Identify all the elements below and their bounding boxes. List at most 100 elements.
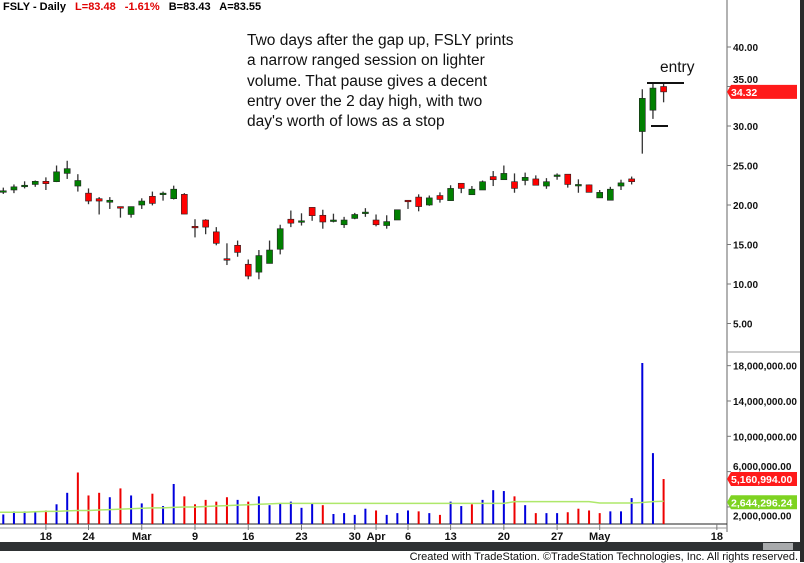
candle bbox=[255, 250, 263, 280]
candle bbox=[511, 173, 518, 193]
copyright-footer: Created with TradeStation. ©TradeStation… bbox=[409, 551, 798, 563]
candle bbox=[159, 191, 167, 201]
candle-body bbox=[223, 258, 231, 261]
candle-body bbox=[74, 180, 82, 187]
candle-body bbox=[63, 168, 71, 174]
candle bbox=[351, 212, 359, 220]
candle bbox=[21, 181, 28, 189]
candle bbox=[553, 173, 561, 180]
candle-body bbox=[191, 226, 199, 229]
candle-body bbox=[596, 192, 604, 199]
volume-tick-label: 2,000,000.00 bbox=[733, 511, 792, 522]
candle-body bbox=[53, 171, 60, 182]
volume-tick-label: 6,000,000.00 bbox=[733, 462, 792, 473]
last-price-badge: 34.32 bbox=[727, 84, 797, 99]
candle bbox=[308, 207, 316, 221]
annotation-text: Two days after the gap up, FSLY prints a… bbox=[247, 32, 514, 131]
candle-body bbox=[330, 219, 337, 222]
candle-body bbox=[127, 206, 135, 215]
last-volume-badge-background bbox=[727, 472, 797, 487]
date-tick-label: 13 bbox=[444, 531, 456, 543]
candle-body bbox=[457, 182, 465, 189]
date-tick-label: May bbox=[589, 531, 611, 543]
candle-body bbox=[85, 192, 92, 202]
candle bbox=[607, 186, 614, 201]
candle-body bbox=[95, 198, 103, 202]
candle-body bbox=[436, 195, 444, 200]
scrollbar-thumb[interactable] bbox=[763, 543, 793, 550]
candle bbox=[638, 89, 646, 154]
candle-body bbox=[159, 192, 167, 195]
candle-body bbox=[42, 181, 50, 184]
candle bbox=[617, 179, 625, 190]
candle-body bbox=[181, 194, 188, 215]
last-price-badge-text: 34.32 bbox=[731, 87, 757, 99]
candle bbox=[532, 175, 540, 186]
candle bbox=[340, 216, 348, 228]
date-tick-label: 6 bbox=[405, 531, 411, 543]
candle-body bbox=[607, 188, 614, 201]
chart-header: FSLY - Daily L=83.48 -1.61% B=83.43 A=83… bbox=[3, 1, 267, 13]
candle bbox=[394, 209, 401, 221]
horizontal-scrollbar[interactable] bbox=[0, 542, 800, 551]
candle bbox=[415, 194, 422, 212]
candle bbox=[149, 191, 156, 206]
candle-body bbox=[543, 181, 550, 187]
candle bbox=[106, 197, 114, 209]
candle-body bbox=[468, 188, 476, 196]
candle bbox=[74, 174, 82, 192]
candle bbox=[244, 259, 252, 280]
candle-body bbox=[255, 255, 263, 273]
candle bbox=[596, 189, 604, 199]
candle-body bbox=[0, 190, 7, 193]
candle-body bbox=[660, 86, 667, 93]
candle bbox=[42, 177, 50, 190]
price-tick-label: 20.00 bbox=[733, 201, 758, 212]
candle bbox=[404, 199, 412, 209]
candle bbox=[213, 227, 220, 246]
date-tick-label: 16 bbox=[242, 531, 254, 543]
date-tick-label: 18 bbox=[40, 531, 52, 543]
candle-body bbox=[553, 174, 561, 177]
candle bbox=[117, 206, 124, 218]
candle bbox=[479, 180, 486, 191]
candle-body bbox=[31, 181, 39, 185]
candle-body bbox=[244, 263, 252, 277]
ask-price: A=83.55 bbox=[219, 1, 262, 13]
price-tick-label: 30.00 bbox=[733, 122, 758, 133]
candle bbox=[330, 213, 337, 223]
volume-tick-label: 18,000,000.00 bbox=[733, 362, 797, 373]
candle-body bbox=[532, 178, 540, 186]
candle bbox=[170, 185, 177, 200]
average-volume-badge: 2,644,296.24 bbox=[727, 495, 797, 510]
percent-change: -1.61% bbox=[124, 1, 160, 13]
candle bbox=[223, 243, 231, 266]
candle-body bbox=[649, 87, 657, 111]
candle bbox=[127, 206, 135, 218]
candle bbox=[85, 188, 92, 205]
candle-body bbox=[415, 196, 422, 207]
date-tick-label: 18 bbox=[711, 531, 723, 543]
candle-body bbox=[340, 219, 348, 226]
candle-body bbox=[202, 219, 209, 228]
candle bbox=[425, 195, 433, 206]
candle-body bbox=[585, 184, 593, 193]
price-tick-label: 15.00 bbox=[733, 241, 758, 252]
candle bbox=[234, 240, 241, 257]
bid-price: B=83.43 bbox=[168, 1, 211, 13]
symbol-title: FSLY - Daily bbox=[3, 1, 66, 13]
candle bbox=[489, 171, 497, 187]
date-tick-label: 30 bbox=[349, 531, 361, 543]
candle bbox=[191, 219, 199, 238]
candle-body bbox=[276, 228, 284, 250]
price-tick-label: 40.00 bbox=[733, 43, 758, 54]
last-price-badge-background bbox=[727, 84, 797, 99]
average-volume-line bbox=[0, 500, 664, 513]
candle-body bbox=[489, 176, 497, 181]
date-tick-label: 20 bbox=[498, 531, 510, 543]
candle-body bbox=[170, 188, 177, 199]
candle-body bbox=[266, 249, 273, 264]
candle bbox=[383, 215, 391, 229]
candle bbox=[372, 214, 380, 227]
